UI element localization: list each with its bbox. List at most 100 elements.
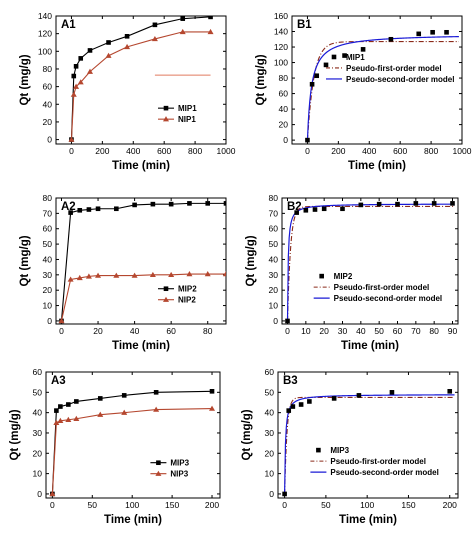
data-point-NIP1 [68,136,75,142]
chart-B3: 0 50 100 150 200 0 10 20 30 40 50 60 Time (min) Qt (m… [241,367,459,526]
data-point-MIP1 [124,34,130,39]
data-point-MIP1 [180,16,186,21]
data-point-NIP1 [70,91,77,97]
x-axis-label: Time (min) [112,340,170,352]
x-tick-label: 70 [411,326,421,336]
y-axis-label: Qt (mg/g) [241,409,253,460]
y-tick-label: 0 [269,489,274,499]
y-tick-label: 20 [279,120,289,130]
x-tick-label: 20 [319,326,329,336]
data-point-MIP1 [309,81,315,87]
data-point-MIP3 [209,389,215,394]
data-point-MIP1 [106,40,111,45]
data-point-MIP2 [294,210,299,215]
x-tick-label: 0 [59,326,64,336]
panel-label: B3 [283,375,298,387]
data-point-MIP1 [360,47,366,52]
data-point-MIP1 [444,29,449,35]
y-tick-label: 0 [37,489,42,499]
data-point-MIP1 [208,16,213,20]
data-point-NIP1 [151,35,158,42]
y-tick-label: 120 [274,42,288,52]
data-point-NIP3 [209,405,216,411]
data-point-MIP2 [187,201,192,206]
data-point-NIP1 [179,28,186,35]
y-tick-label: 100 [38,46,52,56]
y-tick-label: 0 [47,316,52,326]
legend-label: Pseudo-second-order model [334,294,442,303]
data-point-MIP2 [223,201,226,206]
x-tick-label: 40 [130,326,140,336]
legend-label: MIP1 [178,104,197,113]
data-point-MIP3 [286,408,292,413]
data-point-MIP2 [413,201,419,206]
y-tick-label: 0 [273,316,278,326]
data-point-MIP2 [395,201,400,207]
x-tick-label: 60 [393,326,403,336]
x-tick-label: 80 [203,326,213,336]
y-tick-label: 20 [269,285,279,295]
data-point-NIP2 [85,273,92,279]
y-tick-label: 60 [43,82,53,92]
data-point-MIP2 [132,202,137,208]
data-point-MIP1 [73,64,79,69]
series-line-MIP2 [60,202,226,321]
legend-label: MIP1 [346,53,365,62]
data-point-NIP2 [67,276,74,282]
y-tick-label: 80 [269,193,279,203]
x-tick-label: 800 [424,146,438,156]
data-point-MIP1 [314,73,320,79]
y-tick-label: 10 [265,469,275,479]
legend-marker [163,116,169,122]
y-tick-label: 60 [269,224,279,234]
model-curve-pso [306,35,459,141]
x-tick-label: 400 [362,146,376,156]
legend-label: MIP2 [334,272,353,281]
y-tick-label: 40 [279,104,289,114]
x-tick-label: 80 [429,326,439,336]
x-tick-label: 60 [166,326,176,336]
y-tick-label: 70 [43,208,53,218]
data-point-MIP3 [447,389,453,394]
y-tick-label: 20 [43,285,53,295]
data-point-NIP2 [149,271,156,278]
data-point-NIP1 [207,28,214,35]
y-axis-label: Qt (mg/g) [245,235,257,286]
x-axis-label: Time (min) [104,514,162,526]
chart-B1: 0 200 400 600 800 1000 0 20 40 60 80 100 120 140 160 Ti… [255,11,472,172]
data-point-NIP2 [168,271,175,278]
y-tick-label: 160 [274,11,288,21]
data-point-MIP2 [95,206,101,212]
plot-frame [277,371,459,499]
data-point-MIP3 [331,396,337,401]
data-point-NIP1 [77,79,84,85]
x-tick-label: 90 [448,326,458,336]
panel-label: A3 [51,375,66,387]
y-tick-label: 50 [265,387,275,397]
chart-B2: 0 10 20 30 40 50 60 70 80 90 0 10 20 30 40 50 60 70 80 Time… [245,193,459,352]
data-point-MIP1 [87,48,93,53]
legend-label: NIP1 [178,115,196,124]
x-axis-label: Time (min) [112,160,170,172]
data-point-NIP2 [223,271,226,277]
panel-label: A2 [61,201,76,213]
data-point-NIP2 [186,271,193,277]
data-point-MIP2 [205,201,211,206]
x-tick-label: 200 [443,500,457,510]
y-tick-label: 60 [33,367,43,377]
data-point-MIP1 [152,22,158,28]
model-curve-pfo [284,396,455,494]
data-point-MIP2 [168,201,174,207]
data-point-MIP2 [77,207,83,213]
y-tick-label: 0 [47,135,52,145]
data-point-NIP1 [87,68,93,74]
data-point-MIP2 [68,210,73,215]
model-curve-pfo [306,41,459,141]
y-tick-label: 30 [43,270,53,280]
data-point-NIP3 [73,415,80,421]
y-tick-label: 20 [33,448,43,458]
data-point-MIP1 [388,36,394,42]
legend-label: NIP3 [170,470,188,479]
legend-marker [319,273,324,279]
